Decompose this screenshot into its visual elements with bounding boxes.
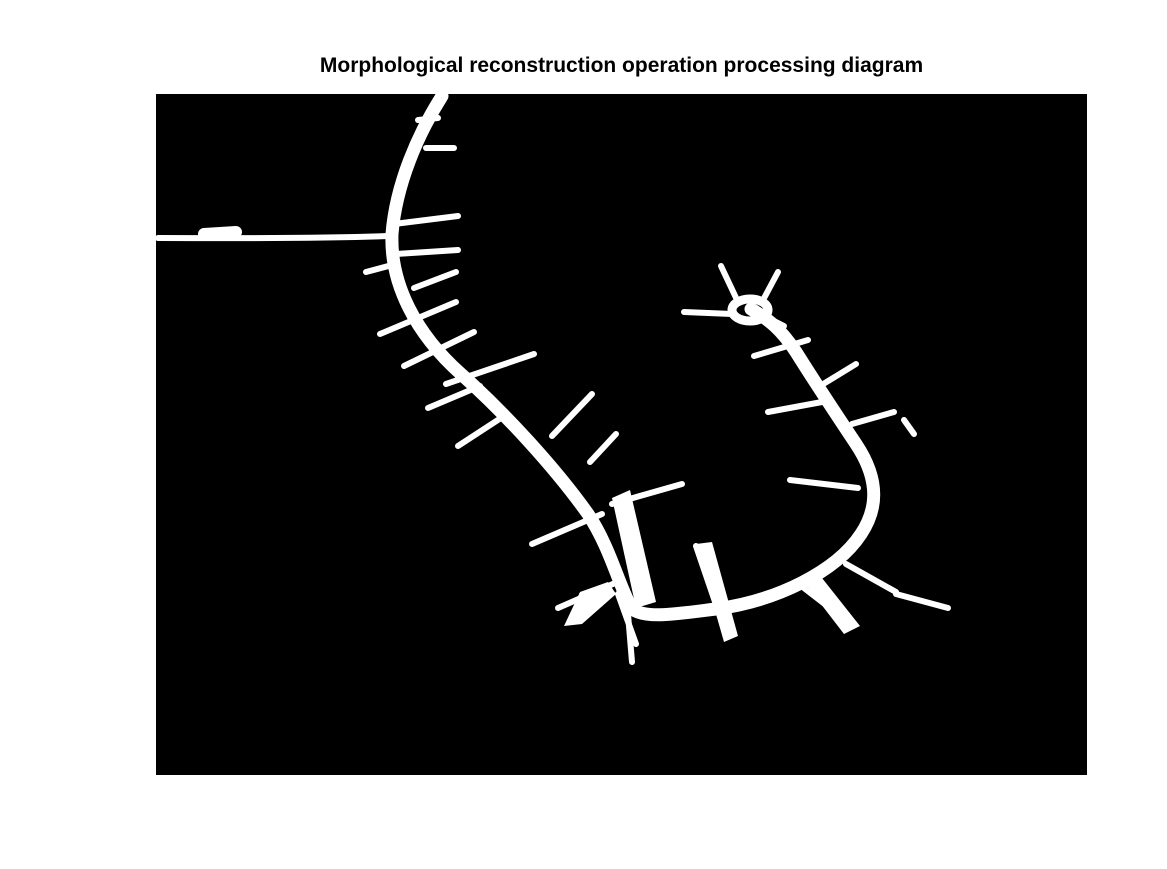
- branch: [425, 383, 483, 411]
- tip: [612, 490, 656, 608]
- branch: [415, 115, 441, 123]
- tip: [564, 582, 616, 626]
- branch: [625, 611, 635, 665]
- tip: [696, 542, 738, 642]
- image-axes: [156, 94, 1087, 775]
- branch: [787, 477, 861, 491]
- branch: [363, 261, 399, 275]
- branch: [587, 431, 619, 465]
- branch: [411, 269, 459, 291]
- branch: [893, 591, 951, 611]
- branch: [393, 247, 461, 257]
- branch: [549, 391, 595, 439]
- branch: [443, 351, 537, 387]
- branch: [391, 213, 461, 227]
- branch: [377, 299, 459, 337]
- ring-structure: [727, 294, 773, 326]
- ring-spoke-4: [765, 315, 787, 329]
- branch: [455, 413, 507, 449]
- branch: [401, 329, 477, 369]
- side-branches: [363, 115, 951, 665]
- binary-mask-image: [156, 94, 1087, 775]
- branch: [751, 337, 811, 359]
- ring-spoke-2: [759, 269, 781, 305]
- mask-foreground: [156, 94, 881, 622]
- ring-spoke-3: [681, 309, 735, 317]
- branch: [817, 361, 859, 389]
- left-blob: [198, 226, 242, 240]
- main-vessel: [385, 94, 881, 622]
- ring-spoke-1: [718, 263, 741, 305]
- tip: [804, 578, 860, 634]
- branch: [901, 417, 917, 437]
- figure-title: Morphological reconstruction operation p…: [319, 54, 924, 77]
- branch: [529, 511, 605, 547]
- mask-background: [156, 94, 1087, 775]
- branch: [849, 409, 897, 427]
- branch-tips: [564, 490, 860, 642]
- branch: [843, 561, 899, 595]
- branch: [765, 399, 825, 415]
- left-branch: [156, 233, 391, 242]
